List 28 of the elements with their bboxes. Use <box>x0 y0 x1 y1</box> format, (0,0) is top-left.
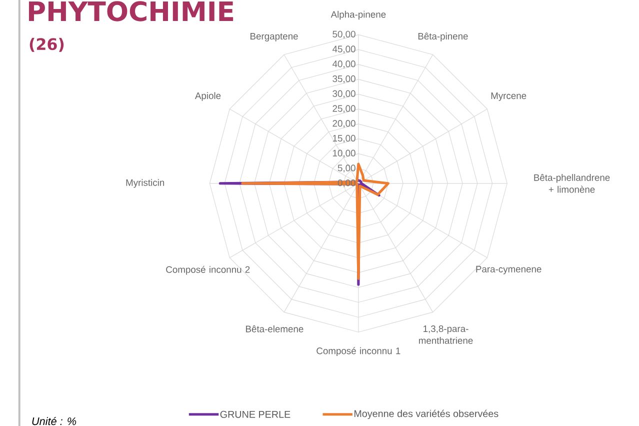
legend-label: Moyenne des variétés observées <box>354 410 498 419</box>
spoke-label: Bêta-elemene <box>246 325 304 332</box>
y-tick-label: 25,00 <box>332 105 356 113</box>
y-tick-label: 35,00 <box>332 75 356 84</box>
y-tick-label: 0,00 <box>338 179 356 188</box>
spoke-label: Composé inconnu 2 <box>166 266 250 275</box>
spoke-label: Bergaptene <box>250 32 298 42</box>
y-tick-label: 10,00 <box>332 150 356 158</box>
spoke-label: Composé inconnu 1 <box>316 347 400 356</box>
spoke-label: Bêta-pinene <box>418 32 468 42</box>
spoke-label: Para-cymenene <box>476 266 542 274</box>
chart-title: PHYTOCHIMIE <box>28 1 234 22</box>
y-tick-label: 5,00 <box>338 164 356 172</box>
text: Unité : % <box>32 416 76 425</box>
text: (26) <box>30 38 64 52</box>
y-tick-label: 50,00 <box>332 30 356 38</box>
spoke-label: Myristicin <box>126 178 164 188</box>
spoke-label: Bêta-phellandrene + limonène <box>534 174 610 193</box>
y-tick-label: 30,00 <box>332 90 356 98</box>
y-tick-label: 20,00 <box>332 120 356 128</box>
spoke-label: Apiole <box>194 92 221 101</box>
y-tick-label: 40,00 <box>332 60 356 68</box>
y-tick-label: 15,00 <box>332 134 356 143</box>
spoke-label: 1,3,8-para-menthatriene <box>418 325 473 344</box>
spoke-label: Alpha-pinene <box>330 10 386 20</box>
legend-label: GRUNE PERLE <box>220 410 290 418</box>
y-tick-label: 45,00 <box>332 46 356 54</box>
spoke-label: Myrcene <box>491 92 526 101</box>
